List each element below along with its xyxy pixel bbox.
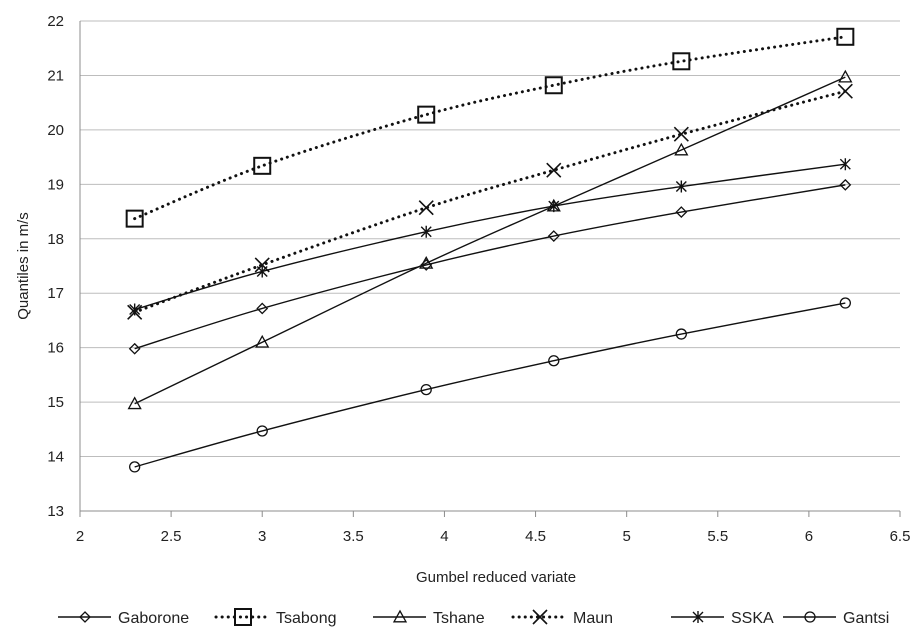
y-tick-label: 22 [47,13,64,30]
legend-marker-tsabong [234,608,252,626]
data-point-gantsi [129,461,141,473]
series-line-gantsi [134,302,846,468]
x-tick-label: 2.5 [161,528,182,545]
y-tick-label: 20 [47,122,64,139]
legend-label-tsabong: Tsabong [276,610,337,627]
data-point-sska [129,303,141,316]
legend-item-gantsi: Gantsi [783,610,889,627]
x-tick-label: 5.5 [707,528,728,545]
legend-item-sska: SSKA [671,610,774,627]
x-tick-labels: 2 2.5 3 3.5 4 4.5 5 5.5 6 6.5 [76,528,911,545]
data-point-tshane [127,396,142,410]
y-tick-label: 14 [47,449,64,466]
data-point-tsabong [125,209,144,228]
legend-marker-gaborone [79,611,91,623]
y-tick-label: 13 [47,503,64,520]
data-point-tshane [255,334,270,348]
legend-label-gaborone: Gaborone [118,610,189,627]
data-point-maun [546,162,562,178]
legend-item-tsabong: Tsabong [214,608,337,627]
data-point-gaborone [128,342,141,355]
data-point-sska [256,265,268,278]
series-line-tshane [134,76,846,405]
legend-marker-sska [692,611,704,623]
series-line-maun [133,89,847,314]
series-tsabong [125,27,855,228]
data-point-tsabong [253,156,272,175]
y-tick-label: 17 [47,285,64,302]
y-tick-label: 21 [47,67,64,84]
data-point-gantsi [548,355,560,367]
data-point-tshane [674,142,689,156]
x-tick-label: 5 [622,528,630,545]
legend-item-maun: Maun [511,609,613,627]
series-gaborone [128,178,852,355]
data-point-tsabong [417,105,436,124]
gridlines [80,20,900,458]
y-tick-label: 16 [47,340,64,357]
y-tick-label: 18 [47,231,64,248]
x-tick-label: 3 [258,528,266,545]
x-axis-title: Gumbel reduced variate [416,569,576,586]
x-tick-label: 6.5 [890,528,911,545]
data-point-sska [420,225,432,238]
data-point-gantsi [839,297,851,309]
x-tick-label: 3.5 [343,528,364,545]
data-point-maun [418,200,434,216]
legend-item-gaborone: Gaborone [58,610,189,627]
y-axis-title: Quantiles in m/s [15,212,32,320]
series-gantsi [129,297,851,473]
y-tick-label: 19 [47,176,64,193]
series-line-tsabong [133,35,847,221]
data-point-gaborone [547,230,560,242]
data-point-sska [839,158,851,171]
data-point-tshane [838,69,853,83]
series-group [125,27,855,473]
x-tick-label: 4.5 [525,528,546,545]
data-point-tsabong [672,52,691,71]
legend-label-sska: SSKA [731,610,774,627]
legend: Gaborone Tsabong Tshane Maun SSKA Gantsi [58,608,889,627]
axes [79,21,901,517]
legend-marker-maun [532,609,548,625]
data-point-tsabong [836,27,855,46]
series-tshane [127,69,853,410]
legend-item-tshane: Tshane [373,609,485,627]
data-point-gantsi [256,425,268,437]
series-line-sska [134,163,846,311]
data-point-gantsi [420,383,432,396]
data-point-maun [673,126,689,142]
data-point-gantsi [675,328,687,340]
legend-marker-tshane [392,609,408,623]
data-point-sska [548,200,560,213]
data-point-gaborone [256,302,269,315]
data-point-gaborone [675,206,688,219]
data-point-tshane [419,255,434,269]
y-tick-labels: 13 14 15 16 17 18 19 20 21 22 [47,13,64,520]
series-line-gaborone [134,184,846,350]
legend-label-tshane: Tshane [433,610,485,627]
data-point-sska [675,180,687,193]
data-point-maun [837,83,853,99]
data-point-gaborone [839,178,852,191]
series-sska [129,158,851,316]
y-tick-label: 15 [47,394,64,411]
x-tick-label: 4 [440,528,448,545]
data-point-tsabong [544,76,563,95]
legend-marker-gantsi [804,611,816,623]
legend-label-gantsi: Gantsi [843,610,889,627]
x-tick-label: 6 [805,528,813,545]
x-tick-label: 2 [76,528,84,545]
legend-label-maun: Maun [573,610,613,627]
